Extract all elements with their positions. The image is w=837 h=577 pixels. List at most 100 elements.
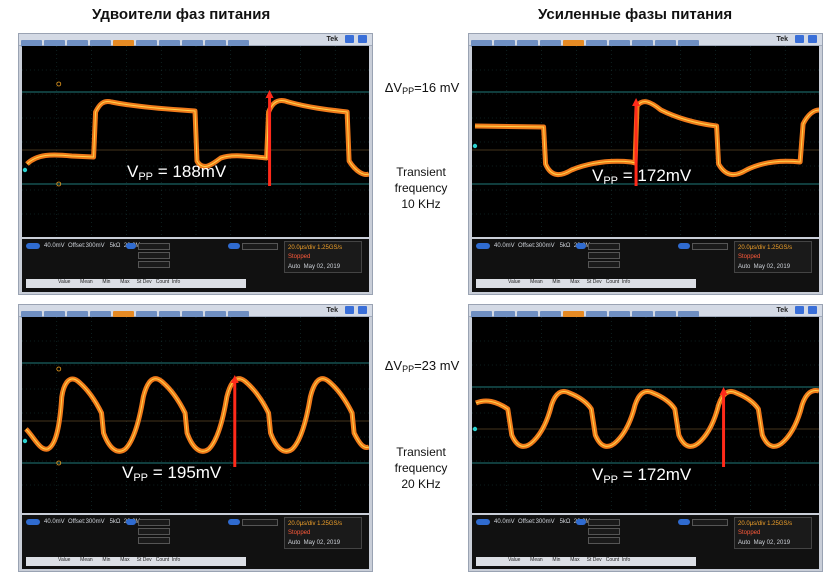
acq-date: Auto May 02, 2019 xyxy=(738,540,791,546)
menu-item[interactable] xyxy=(44,40,65,47)
trigger-box xyxy=(692,519,728,526)
menu-item[interactable] xyxy=(90,40,111,47)
menu-item[interactable] xyxy=(655,311,676,318)
math-badge[interactable] xyxy=(576,519,586,525)
close-icon[interactable] xyxy=(358,35,367,43)
menu-item[interactable] xyxy=(632,40,653,47)
brand-label: Tek xyxy=(326,307,338,314)
channel-badge[interactable] xyxy=(26,519,40,525)
menu-item[interactable] xyxy=(44,311,65,318)
transient-frequency-row2: Transient frequency 20 KHz xyxy=(394,445,448,491)
menu-item[interactable] xyxy=(136,40,157,47)
measurement-headers: Value Mean Min Max St Dev Count Info xyxy=(58,557,181,563)
math-badge[interactable] xyxy=(576,243,586,249)
waveform-display: VPP = 195mV xyxy=(22,317,369,513)
scope-menu-bar: Tek xyxy=(469,34,822,47)
channel-badge[interactable] xyxy=(476,519,490,525)
measurement-headers: Value Mean Min Max St Dev Count Info xyxy=(58,279,181,285)
trigger-box xyxy=(692,243,728,250)
menu-item[interactable] xyxy=(678,40,699,47)
menu-item[interactable] xyxy=(21,40,42,47)
waveform-svg xyxy=(472,46,819,237)
menu-item[interactable] xyxy=(609,40,630,47)
menu-item[interactable] xyxy=(632,311,653,318)
math-badge[interactable] xyxy=(126,243,136,249)
minimize-icon[interactable] xyxy=(345,306,354,314)
menu-item[interactable] xyxy=(159,311,180,318)
math-box xyxy=(138,528,170,535)
close-icon[interactable] xyxy=(808,35,817,43)
scope-menu-bar: Tek xyxy=(469,305,822,318)
minimize-icon[interactable] xyxy=(795,35,804,43)
menu-item[interactable] xyxy=(182,40,203,47)
channel-info: 40.0mV Offset:300mV 5kΩ 20.0M xyxy=(44,243,141,249)
channel-badge[interactable] xyxy=(26,243,40,249)
menu-item[interactable] xyxy=(228,40,249,47)
menu-item[interactable] xyxy=(471,40,492,47)
menu-item[interactable] xyxy=(655,40,676,47)
measurement-headers: Value Mean Min Max St Dev Count Info xyxy=(508,557,631,563)
menu-item[interactable] xyxy=(90,311,111,318)
waveform-trace xyxy=(24,376,369,454)
trigger-badge[interactable] xyxy=(678,519,690,525)
channel-badge[interactable] xyxy=(476,243,490,249)
math-box xyxy=(588,261,620,268)
menu-item[interactable] xyxy=(540,40,561,47)
left-header: Удвоители фаз питания xyxy=(92,6,271,23)
channel-info: 40.0mV Offset:300mV 5kΩ 20.0M xyxy=(44,519,141,525)
menu-item-active[interactable] xyxy=(563,311,584,318)
menu-item[interactable] xyxy=(517,311,538,318)
menu-item[interactable] xyxy=(205,40,226,47)
menu-item[interactable] xyxy=(21,311,42,318)
minimize-icon[interactable] xyxy=(345,35,354,43)
scope-info-area: 40.0mV Offset:300mV 5kΩ 20.0M 20.0μs/div… xyxy=(22,515,369,569)
scope-info-area: 40.0mV Offset:300mV 5kΩ 20.0M 20.0μs/div… xyxy=(472,515,819,569)
oscilloscope-panel-top-left: Tek VPP = 188mV 40.0mV Offset:300mV 5k xyxy=(18,33,373,295)
menu-item[interactable] xyxy=(67,311,88,318)
close-icon[interactable] xyxy=(358,306,367,314)
waveform-trace xyxy=(475,388,819,449)
math-box xyxy=(588,537,620,544)
menu-item[interactable] xyxy=(494,40,515,47)
menu-item[interactable] xyxy=(182,311,203,318)
math-box xyxy=(588,519,620,526)
menu-item-active[interactable] xyxy=(113,311,134,318)
trigger-badge[interactable] xyxy=(678,243,690,249)
menu-item[interactable] xyxy=(136,311,157,318)
oscilloscope-panel-top-right: Tek VPP = 172mV 40.0mV Offset:300mV 5kΩ … xyxy=(468,33,823,295)
math-box xyxy=(588,252,620,259)
menu-item-active[interactable] xyxy=(113,40,134,47)
menu-item[interactable] xyxy=(609,311,630,318)
trigger-badge[interactable] xyxy=(228,243,240,249)
scope-info-area: 40.0mV Offset:300mV 5kΩ 20.0M 20.0μs/div… xyxy=(472,239,819,292)
waveform-display: VPP = 172mV xyxy=(472,46,819,237)
run-state: Stopped xyxy=(288,530,311,536)
acquisition-box xyxy=(734,517,812,549)
channel-info: 40.0mV Offset:300mV 5kΩ 20.0M xyxy=(494,519,591,525)
minimize-icon[interactable] xyxy=(795,306,804,314)
menu-item[interactable] xyxy=(67,40,88,47)
trigger-box xyxy=(242,519,278,526)
menu-item[interactable] xyxy=(471,311,492,318)
menu-item[interactable] xyxy=(159,40,180,47)
channel-marker xyxy=(472,426,478,432)
trigger-box xyxy=(242,243,278,250)
menu-item[interactable] xyxy=(494,311,515,318)
record-label: 20.0μs/div 1.25GS/s xyxy=(288,245,343,251)
waveform-display: VPP = 188mV xyxy=(22,46,369,237)
menu-item[interactable] xyxy=(205,311,226,318)
menu-item[interactable] xyxy=(678,311,699,318)
vpp-label: VPP = 172mV xyxy=(592,166,692,187)
menu-item[interactable] xyxy=(517,40,538,47)
math-badge[interactable] xyxy=(126,519,136,525)
delta-vpp-row2: ΔVPP=23 mV xyxy=(384,358,460,374)
waveform-core xyxy=(25,378,369,452)
graticule xyxy=(472,317,819,513)
menu-item-active[interactable] xyxy=(563,40,584,47)
menu-item[interactable] xyxy=(228,311,249,318)
menu-item[interactable] xyxy=(586,40,607,47)
close-icon[interactable] xyxy=(808,306,817,314)
trigger-badge[interactable] xyxy=(228,519,240,525)
menu-item[interactable] xyxy=(586,311,607,318)
menu-item[interactable] xyxy=(540,311,561,318)
